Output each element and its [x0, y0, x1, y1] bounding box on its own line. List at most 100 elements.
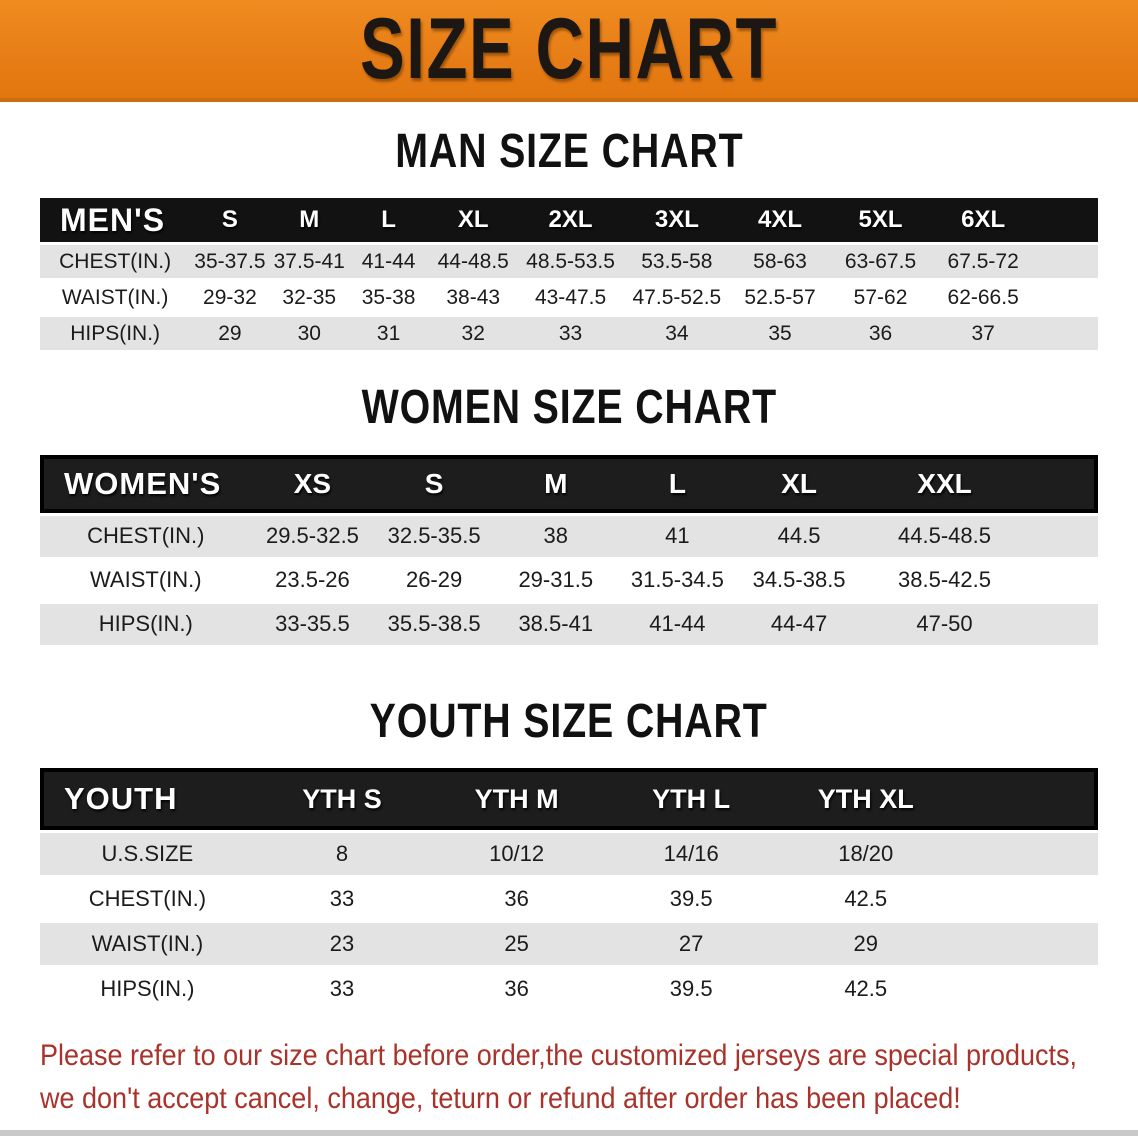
size-cell: 42.5: [778, 878, 954, 921]
filler-cell: [1029, 515, 1098, 557]
size-cell: 35-37.5: [190, 245, 270, 279]
row-label: WAIST(IN.): [40, 281, 191, 315]
women-section-title-text: WOMEN SIZE CHART: [361, 381, 777, 435]
row-label: WAIST(IN.): [40, 923, 255, 966]
size-cell: 35-38: [348, 281, 429, 315]
size-cell: 38.5-42.5: [859, 559, 1030, 601]
mens-column-header: L: [348, 198, 429, 243]
size-cell: 18/20: [778, 833, 954, 876]
size-cell: 37.5-41: [269, 245, 349, 279]
size-cell: 43-47.5: [518, 281, 623, 315]
womens-size-table: WOMEN'S XS S M L XL XXL CHEST(IN.) 29.5-…: [40, 452, 1098, 648]
row-label: HIPS(IN.): [40, 603, 252, 645]
size-cell: 29: [190, 317, 270, 351]
size-cell: 41-44: [348, 245, 429, 279]
size-cell: 32-35: [269, 281, 349, 315]
filler-cell: [1034, 245, 1098, 279]
womens-corner-label: WOMEN'S: [40, 454, 252, 513]
size-cell: 44-48.5: [428, 245, 519, 279]
size-cell: 36: [429, 878, 604, 921]
size-cell: 33: [518, 317, 623, 351]
mens-column-header: S: [190, 198, 270, 243]
womens-header-row: WOMEN'S XS S M L XL XXL: [40, 454, 1098, 513]
size-cell: 27: [603, 923, 779, 966]
youth-column-header: YTH M: [429, 768, 604, 831]
size-cell: 41: [616, 515, 739, 557]
size-cell: 23.5-26: [251, 559, 374, 601]
size-cell: 63-67.5: [829, 245, 932, 279]
size-cell: 35: [730, 317, 830, 351]
size-cell: 39.5: [603, 878, 779, 921]
size-cell: 29: [778, 923, 954, 966]
size-cell: 47-50: [859, 603, 1030, 645]
size-cell: 62-66.5: [931, 281, 1035, 315]
size-cell: 37: [931, 317, 1035, 351]
man-section-title: MAN SIZE CHART: [0, 125, 1138, 178]
mens-corner-label: MEN'S: [40, 198, 191, 243]
size-chart-banner: SIZE CHART: [0, 0, 1138, 102]
man-section-title-text: MAN SIZE CHART: [394, 125, 744, 178]
womens-column-header: M: [494, 454, 617, 513]
row-label: CHEST(IN.): [40, 878, 255, 921]
size-cell: 52.5-57: [730, 281, 830, 315]
youth-waist-row: WAIST(IN.) 23 25 27 29: [40, 923, 1098, 966]
row-label: WAIST(IN.): [40, 559, 252, 601]
youth-hips-row: HIPS(IN.) 33 36 39.5 42.5: [40, 968, 1098, 1011]
youth-column-header: YTH L: [603, 768, 779, 831]
filler-cell: [953, 878, 1098, 921]
size-cell: 48.5-53.5: [518, 245, 623, 279]
row-label: U.S.SIZE: [40, 833, 255, 876]
size-cell: 41-44: [616, 603, 739, 645]
size-cell: 47.5-52.5: [622, 281, 731, 315]
youth-header-row: YOUTH YTH S YTH M YTH L YTH XL: [40, 768, 1098, 831]
disclaimer: Please refer to our size chart before or…: [40, 1034, 1138, 1120]
womens-hips-row: HIPS(IN.) 33-35.5 35.5-38.5 38.5-41 41-4…: [40, 603, 1098, 645]
size-cell: 38-43: [428, 281, 519, 315]
mens-hips-row: HIPS(IN.) 29 30 31 32 33 34 35 36 37: [40, 317, 1098, 351]
mens-column-header: 3XL: [622, 198, 731, 243]
size-cell: 42.5: [778, 968, 954, 1011]
size-cell: 35.5-38.5: [373, 603, 495, 645]
mens-column-header: 5XL: [829, 198, 932, 243]
size-cell: 44.5-48.5: [859, 515, 1030, 557]
womens-chest-row: CHEST(IN.) 29.5-32.5 32.5-35.5 38 41 44.…: [40, 515, 1098, 557]
size-cell: 67.5-72: [931, 245, 1035, 279]
size-cell: 29-32: [190, 281, 270, 315]
filler-cell: [1034, 317, 1098, 351]
womens-column-header: L: [616, 454, 739, 513]
mens-size-table: MEN'S S M L XL 2XL 3XL 4XL 5XL 6XL CHEST…: [40, 195, 1098, 353]
mens-waist-row: WAIST(IN.) 29-32 32-35 35-38 38-43 43-47…: [40, 281, 1098, 315]
row-label: CHEST(IN.): [40, 245, 191, 279]
size-cell: 34: [622, 317, 731, 351]
row-label: HIPS(IN.): [40, 968, 255, 1011]
mens-header-filler: [1034, 198, 1098, 243]
youth-header-filler: [953, 768, 1098, 831]
mens-column-header: 2XL: [518, 198, 623, 243]
size-cell: 58-63: [730, 245, 830, 279]
filler-cell: [953, 923, 1098, 966]
womens-header-filler: [1029, 454, 1098, 513]
banner-title: SIZE CHART: [359, 1, 779, 97]
size-cell: 14/16: [603, 833, 779, 876]
filler-cell: [953, 968, 1098, 1011]
womens-column-header: XXL: [859, 454, 1030, 513]
row-label: HIPS(IN.): [40, 317, 191, 351]
youth-column-header: YTH S: [254, 768, 430, 831]
mens-column-header: M: [269, 198, 349, 243]
size-cell: 10/12: [429, 833, 604, 876]
filler-cell: [953, 833, 1098, 876]
youth-column-header: YTH XL: [778, 768, 954, 831]
size-cell: 33: [254, 878, 430, 921]
size-cell: 53.5-58: [622, 245, 731, 279]
size-cell: 31.5-34.5: [616, 559, 739, 601]
womens-column-header: S: [373, 454, 495, 513]
mens-column-header: 6XL: [931, 198, 1035, 243]
size-cell: 34.5-38.5: [738, 559, 860, 601]
filler-cell: [1034, 281, 1098, 315]
size-cell: 39.5: [603, 968, 779, 1011]
size-cell: 44-47: [738, 603, 860, 645]
disclaimer-line-1: Please refer to our size chart before or…: [40, 1039, 1078, 1073]
size-cell: 26-29: [373, 559, 495, 601]
bottom-border-strip: [0, 1130, 1138, 1136]
mens-column-header: 4XL: [730, 198, 830, 243]
